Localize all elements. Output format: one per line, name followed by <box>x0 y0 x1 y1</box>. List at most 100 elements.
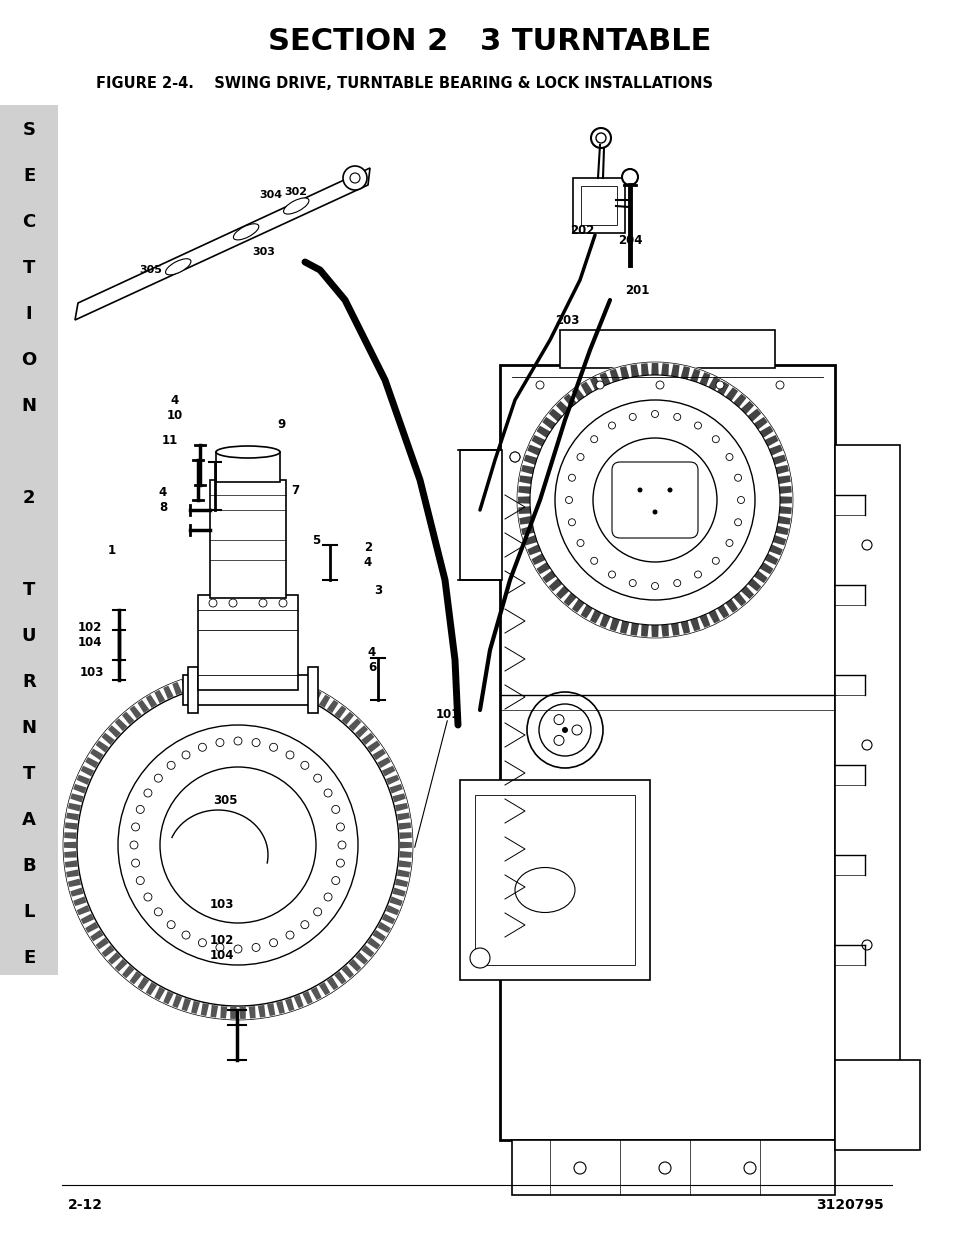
Text: E: E <box>23 167 35 185</box>
Circle shape <box>590 436 598 442</box>
Polygon shape <box>779 487 791 494</box>
Polygon shape <box>699 614 710 627</box>
Polygon shape <box>172 994 182 1008</box>
Circle shape <box>252 739 260 747</box>
Polygon shape <box>85 921 98 932</box>
Polygon shape <box>518 475 532 484</box>
Polygon shape <box>670 622 679 636</box>
Polygon shape <box>630 622 639 636</box>
Polygon shape <box>181 679 191 692</box>
Circle shape <box>510 452 519 462</box>
Polygon shape <box>95 937 109 950</box>
Polygon shape <box>377 921 391 932</box>
Polygon shape <box>285 679 294 692</box>
Polygon shape <box>361 732 374 745</box>
Polygon shape <box>619 621 629 634</box>
Polygon shape <box>211 1005 218 1018</box>
Polygon shape <box>517 496 530 504</box>
Polygon shape <box>114 719 128 731</box>
Polygon shape <box>531 553 545 566</box>
Polygon shape <box>536 426 550 438</box>
Circle shape <box>621 169 638 185</box>
Bar <box>499 366 834 1140</box>
Circle shape <box>554 715 563 725</box>
Polygon shape <box>775 464 788 474</box>
Circle shape <box>862 940 871 950</box>
Circle shape <box>577 453 583 461</box>
Circle shape <box>324 893 332 902</box>
Circle shape <box>659 1162 670 1174</box>
Circle shape <box>862 540 871 550</box>
Circle shape <box>136 805 144 814</box>
Circle shape <box>300 920 309 929</box>
Circle shape <box>343 165 367 190</box>
Polygon shape <box>108 952 121 965</box>
Circle shape <box>734 519 740 526</box>
Polygon shape <box>101 732 114 745</box>
Polygon shape <box>137 700 149 713</box>
Polygon shape <box>740 585 753 599</box>
Polygon shape <box>523 535 537 546</box>
Circle shape <box>775 382 783 389</box>
Polygon shape <box>717 382 728 395</box>
Polygon shape <box>733 394 745 408</box>
Polygon shape <box>389 897 402 906</box>
Bar <box>559 330 774 368</box>
Polygon shape <box>95 741 109 752</box>
Circle shape <box>737 496 743 504</box>
Circle shape <box>716 382 723 389</box>
Polygon shape <box>163 990 173 1004</box>
Polygon shape <box>318 982 330 995</box>
Polygon shape <box>130 705 141 719</box>
Polygon shape <box>630 364 639 377</box>
Polygon shape <box>341 711 354 725</box>
Polygon shape <box>200 674 209 687</box>
Polygon shape <box>589 610 601 624</box>
Bar <box>573 178 624 233</box>
Polygon shape <box>541 417 556 430</box>
Circle shape <box>62 669 414 1021</box>
Polygon shape <box>257 672 265 685</box>
Circle shape <box>743 1162 755 1174</box>
Text: 103: 103 <box>210 899 233 911</box>
Polygon shape <box>753 571 767 583</box>
Circle shape <box>144 893 152 902</box>
Text: 201: 201 <box>624 284 649 296</box>
Text: 2
4: 2 4 <box>363 541 372 569</box>
Polygon shape <box>764 435 778 447</box>
Bar <box>215 452 280 482</box>
Text: U: U <box>22 627 36 645</box>
Circle shape <box>314 774 321 782</box>
Circle shape <box>568 474 575 482</box>
Polygon shape <box>267 1003 275 1016</box>
Circle shape <box>132 823 139 831</box>
Circle shape <box>656 382 663 389</box>
Circle shape <box>286 751 294 760</box>
Circle shape <box>233 945 242 953</box>
Polygon shape <box>302 685 313 699</box>
Polygon shape <box>772 535 785 546</box>
Circle shape <box>536 382 543 389</box>
Circle shape <box>229 599 236 606</box>
Circle shape <box>568 519 575 526</box>
Polygon shape <box>518 516 532 525</box>
Text: T: T <box>23 580 35 599</box>
Polygon shape <box>154 987 165 1000</box>
Polygon shape <box>747 409 760 421</box>
Polygon shape <box>775 526 788 535</box>
Text: B: B <box>22 857 36 876</box>
Circle shape <box>336 860 344 867</box>
Circle shape <box>712 557 719 564</box>
Polygon shape <box>341 966 354 978</box>
Text: 4
8: 4 8 <box>159 487 167 514</box>
Text: N: N <box>22 719 36 737</box>
Polygon shape <box>759 426 773 438</box>
Polygon shape <box>733 593 745 606</box>
Polygon shape <box>517 506 530 514</box>
Text: 102
104: 102 104 <box>77 621 102 650</box>
Polygon shape <box>392 888 405 897</box>
Bar <box>210 480 286 598</box>
Text: 2-12: 2-12 <box>68 1198 103 1212</box>
Polygon shape <box>548 578 561 592</box>
Polygon shape <box>689 618 700 631</box>
